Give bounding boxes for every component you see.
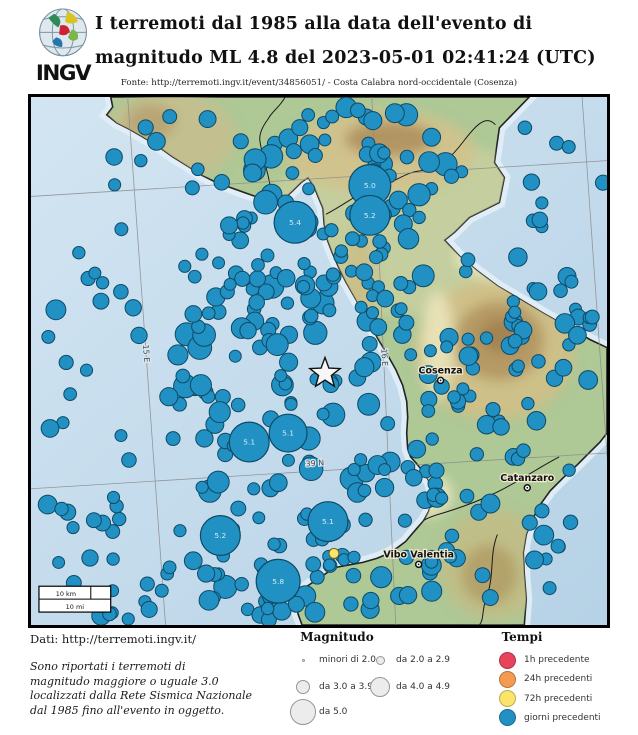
svg-text:Catanzaro: Catanzaro <box>500 473 554 484</box>
data-source-line: Dati: http://terremoti.ingv.it/ <box>30 632 196 646</box>
page-title-line2: magnitudo ML 4.8 del 2023-05-01 02:41:24… <box>95 48 596 68</box>
ingv-logo: INGV <box>36 8 93 86</box>
footer-note: Sono riportati i terremoti di magnitudo … <box>30 660 253 717</box>
magnitudo-legend-circle <box>301 658 305 662</box>
magnitudo-legend-circle <box>375 655 385 665</box>
tempi-legend-circle <box>499 670 516 688</box>
main-event-star <box>307 355 343 388</box>
tempi-legend-title: Tempi <box>501 630 543 644</box>
tempi-legend-label: giorni precedenti <box>524 712 601 723</box>
magnitudo-legend-title: Magnitudo <box>300 630 374 644</box>
svg-text:5.1: 5.1 <box>243 438 255 447</box>
svg-text:5.8: 5.8 <box>272 577 284 586</box>
svg-text:Cosenza: Cosenza <box>419 365 463 376</box>
ingv-logo-text: INGV <box>36 61 92 86</box>
svg-text:5.1: 5.1 <box>282 429 294 438</box>
svg-text:5.2: 5.2 <box>364 211 376 220</box>
svg-text:15 E: 15 E <box>141 344 151 362</box>
magnitudo-legend-label: da 3.0 a 3.9 <box>319 682 373 692</box>
svg-text:10 mi: 10 mi <box>66 603 85 611</box>
tempi-legend-circle <box>499 690 516 708</box>
source-line: Fonte: http://terremoti.ingv.it/event/34… <box>120 78 518 88</box>
earthquake-map: 5.0 5.2 5.4 5.1 5.1 5.1 5.2 5.8 15 E 16 E 39 N Cose… <box>28 94 610 628</box>
tempi-legend-label: 72h precedenti <box>524 693 593 704</box>
svg-text:5.2: 5.2 <box>214 531 226 540</box>
svg-text:5.4: 5.4 <box>289 218 301 227</box>
magnitudo-legend-circle <box>296 680 310 694</box>
svg-text:10 km: 10 km <box>56 590 76 598</box>
recent-event-dot <box>328 547 340 559</box>
magnitudo-legend-label: da 5.0 <box>319 707 348 717</box>
graticule-labels: 15 E 16 E 39 N <box>140 343 391 470</box>
svg-text:5.0: 5.0 <box>364 181 376 190</box>
tempi-legend-circle <box>499 651 516 669</box>
magnitudo-legend-circle <box>370 677 390 697</box>
magnitudo-legend-label: da 4.0 a 4.9 <box>396 682 450 692</box>
tempi-legend-label: 1h precedente <box>524 655 590 665</box>
svg-text:5.1: 5.1 <box>322 517 334 526</box>
svg-text:Vibo Valentia: Vibo Valentia <box>383 549 454 560</box>
tempi-legend-label: 24h precedenti <box>524 674 593 685</box>
city-markers: Cosenza Catanzaro Vibo Valentia <box>382 364 556 569</box>
magnitudo-legend-label: minori di 2.0 <box>319 655 376 665</box>
page-title-line1: I terremoti dal 1985 alla data dell'even… <box>95 14 533 34</box>
scale-bar: 10 km 10 mi <box>38 585 112 613</box>
svg-text:16 E: 16 E <box>379 348 389 366</box>
svg-text:39 N: 39 N <box>305 458 324 468</box>
labeled-earthquakes: 5.0 5.2 5.4 5.1 5.1 5.1 5.2 5.8 <box>199 164 392 604</box>
magnitudo-legend-circle <box>290 699 316 725</box>
tempi-legend-circle <box>499 709 516 727</box>
magnitudo-legend-label: da 2.0 a 2.9 <box>396 655 450 665</box>
